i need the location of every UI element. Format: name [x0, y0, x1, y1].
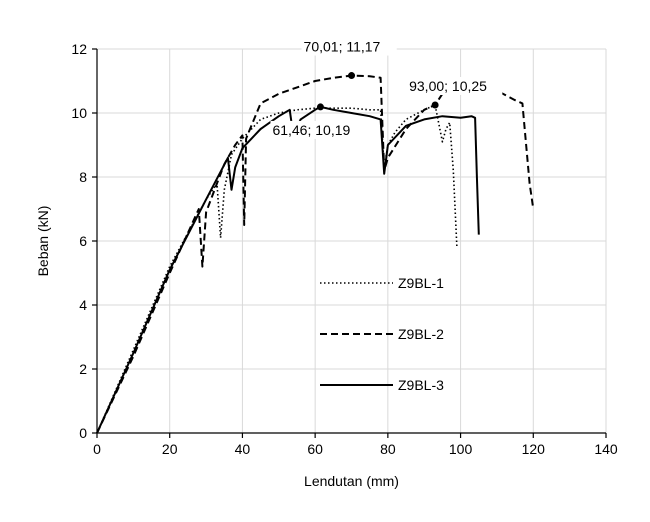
annotations: 70,01; 11,17 93,00; 10,25 61,46; 10,19 — [270, 37, 503, 139]
y-tick-label: 12 — [71, 41, 87, 57]
y-axis-title: Beban (kN) — [35, 206, 51, 277]
y-tick-label: 10 — [71, 105, 87, 121]
x-tick-label: 20 — [162, 441, 178, 457]
x-tick-label: 0 — [93, 441, 101, 457]
tick-labels: 0 20 40 60 80 100 120 140 0 2 4 6 8 10 12 — [71, 41, 617, 457]
y-tick-label: 4 — [79, 297, 87, 313]
legend-label-z9bl-1: Z9BL-1 — [398, 275, 444, 291]
annotation-marker — [348, 72, 356, 80]
annotation-label-bg — [301, 37, 397, 56]
x-tick-label: 140 — [594, 441, 618, 457]
annotation-marker — [431, 101, 439, 109]
legend-label-z9bl-2: Z9BL-2 — [398, 326, 444, 342]
x-axis-title: Lendutan (mm) — [304, 473, 399, 489]
annotation-label-bg — [407, 77, 503, 95]
x-tick-label: 80 — [380, 441, 396, 457]
x-tick-label: 100 — [449, 441, 473, 457]
legend: Z9BL-1 Z9BL-2 Z9BL-3 — [320, 275, 444, 393]
x-tick-label: 40 — [235, 441, 251, 457]
y-tick-label: 2 — [79, 361, 87, 377]
y-tick-label: 8 — [79, 169, 87, 185]
annotation-label: 93,00; 10,25 — [409, 78, 487, 94]
x-tick-label: 120 — [522, 441, 546, 457]
x-tick-label: 60 — [307, 441, 323, 457]
series-line-z9bl-1 — [96, 104, 458, 434]
annotation-marker — [316, 103, 324, 111]
y-tick-label: 6 — [79, 233, 87, 249]
axes — [92, 48, 607, 438]
legend-label-z9bl-3: Z9BL-3 — [398, 377, 444, 393]
annotation-label: 61,46; 10,19 — [272, 122, 350, 138]
gridlines — [97, 48, 607, 433]
annotation-label-bg — [270, 120, 366, 139]
y-tick-label: 0 — [79, 425, 87, 441]
annotation-label: 70,01; 11,17 — [304, 39, 381, 55]
